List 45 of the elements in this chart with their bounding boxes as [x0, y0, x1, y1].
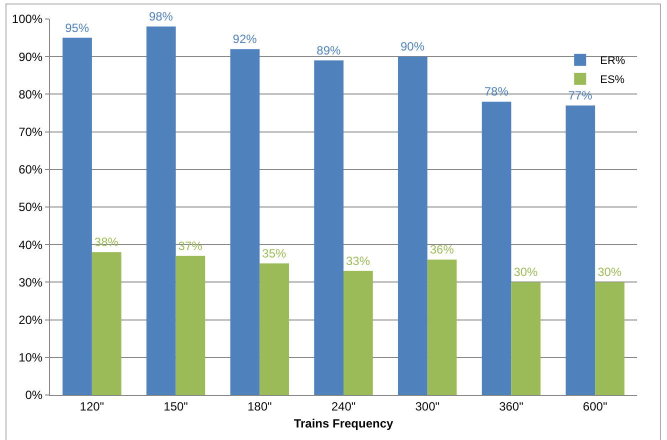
legend-label: ER% [600, 55, 626, 68]
y-tick-label: 20% [18, 313, 43, 327]
bar [92, 252, 122, 395]
data-label: 90% [400, 40, 425, 54]
x-tick-label: 120" [80, 399, 104, 414]
bar [176, 256, 206, 395]
y-tick-label: 90% [18, 50, 43, 64]
bar [566, 105, 596, 395]
data-label: 95% [65, 20, 90, 35]
bar [230, 49, 260, 395]
data-label: 35% [262, 246, 286, 260]
x-tick-label: 360" [499, 399, 524, 414]
y-tick-label: 80% [18, 87, 43, 102]
y-tick-label: 30% [18, 275, 43, 290]
data-label: 36% [430, 242, 454, 257]
data-label: 33% [346, 254, 370, 268]
bar [482, 102, 512, 395]
x-tick-label: 150" [164, 399, 188, 414]
data-label: 30% [514, 265, 538, 280]
data-label: 89% [316, 43, 341, 58]
bar [344, 270, 373, 395]
x-tick-label: 600" [582, 399, 608, 414]
y-tick-label: 100% [12, 12, 43, 26]
bar [146, 26, 176, 395]
x-tick-label: 240" [331, 399, 356, 414]
bar [260, 263, 289, 395]
y-tick-label: 40% [18, 238, 43, 252]
y-tick-label: 10% [18, 350, 43, 365]
y-tick-label: 0% [25, 388, 43, 402]
legend-label: ES% [600, 74, 625, 86]
data-label: 92% [232, 32, 258, 46]
data-label: 98% [148, 10, 174, 24]
bar [398, 56, 428, 395]
x-tick-label: 300" [415, 399, 440, 414]
x-axis-title: Trains Frequency [294, 416, 394, 430]
y-tick-label: 60% [18, 162, 43, 177]
bar [314, 60, 344, 395]
bar [62, 38, 92, 395]
bar [595, 282, 624, 395]
data-label: 30% [598, 265, 622, 280]
bar [511, 282, 541, 395]
y-tick-label: 70% [18, 125, 43, 139]
y-tick-label: 50% [18, 200, 43, 214]
x-tick-label: 180" [248, 399, 272, 414]
bar [427, 260, 457, 395]
